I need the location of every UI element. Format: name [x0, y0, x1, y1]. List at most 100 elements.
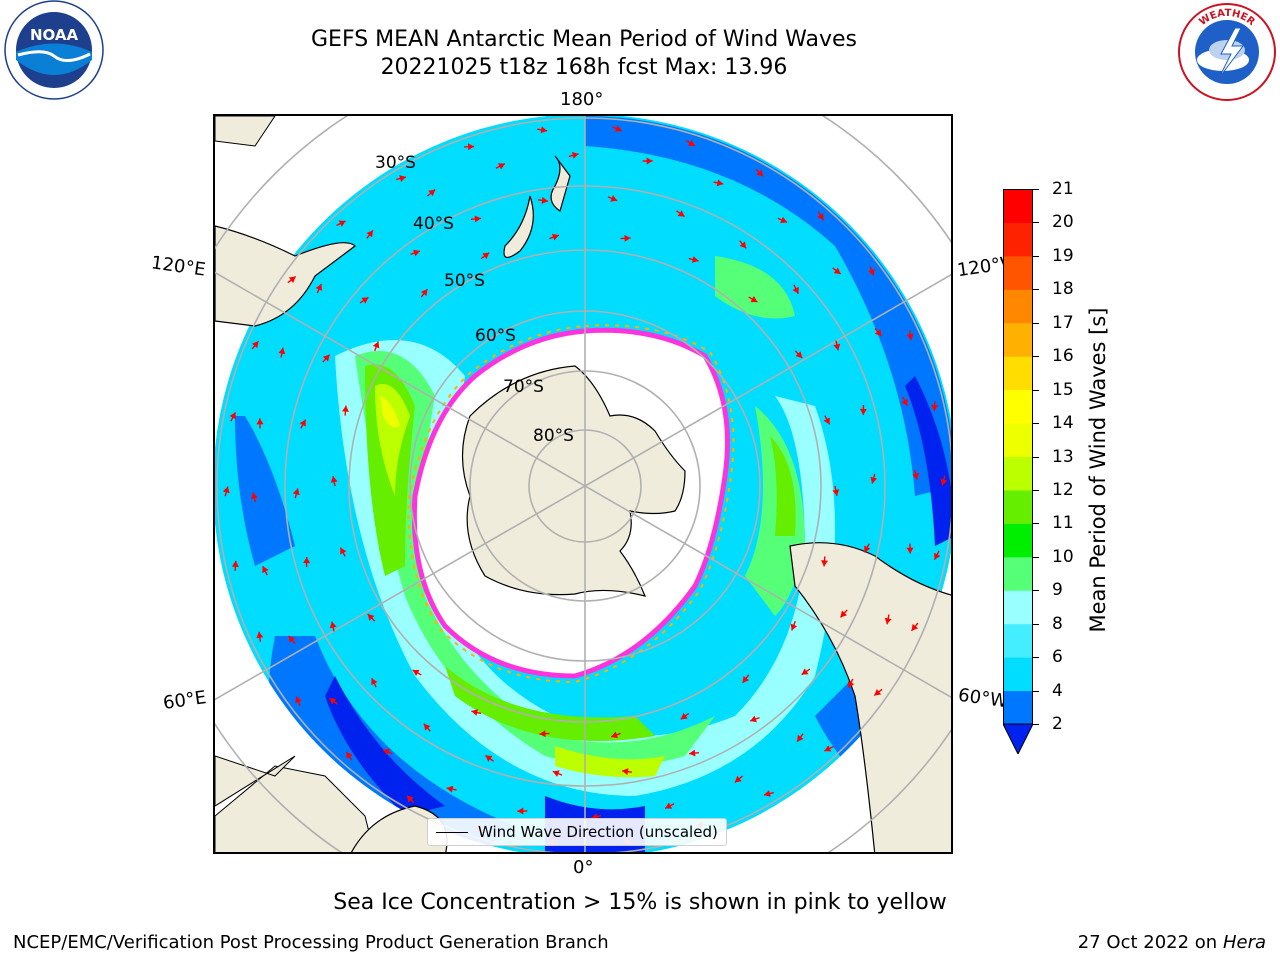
colorbar-tick — [1033, 222, 1039, 224]
wave-direction-arrowhead — [322, 354, 330, 362]
colorbar-tick-label: 16 — [1052, 346, 1074, 367]
sea-ice-edge — [411, 327, 730, 679]
wave-direction-arrowhead — [764, 790, 771, 797]
wave-direction-arrowhead — [677, 210, 685, 217]
wave-direction-arrowhead — [292, 488, 300, 496]
credit-text: NCEP/EMC/Verification Post Processing Pr… — [13, 932, 609, 953]
wave-direction-arrowhead — [817, 213, 824, 221]
colorbar-tick — [1033, 590, 1039, 592]
lat-label-40s: 40°S — [413, 214, 454, 234]
map-canvas — [215, 116, 951, 852]
colorbar-tick — [1033, 389, 1039, 391]
wave-direction-arrowhead — [859, 408, 867, 415]
colorbar-tick-label: 9 — [1052, 580, 1063, 601]
wave-direction-arrowhead — [680, 712, 688, 720]
wave-direction-arrowhead — [406, 795, 414, 803]
wave-direction-arrowhead — [330, 476, 338, 483]
lat-label-60s: 60°S — [475, 326, 516, 346]
colorbar-tick-label: 13 — [1052, 446, 1074, 467]
wave-direction-arrowhead — [795, 351, 803, 359]
wave-direction-arrowhead — [689, 749, 696, 757]
wave-direction-arrowhead — [801, 668, 809, 675]
wave-direction-arrowhead — [821, 560, 829, 567]
lat-label-70s: 70°S — [503, 377, 544, 397]
wave-direction-arrowhead — [833, 343, 841, 351]
lon-label-0: 0° — [573, 857, 594, 878]
wave-direction-arrowhead — [295, 696, 302, 704]
wave-direction-arrowhead — [367, 613, 375, 621]
colorbar-segment — [1003, 590, 1033, 625]
lon-label-120e: 120°E — [149, 252, 207, 281]
colorbar-tick-label: 19 — [1052, 245, 1074, 266]
colorbar-tick — [1033, 423, 1039, 425]
colorbar-tick-label: 6 — [1052, 647, 1063, 668]
wave-direction-arrowhead — [428, 189, 436, 197]
colorbar-segment — [1003, 189, 1033, 223]
chart-title: GEFS MEAN Antarctic Mean Period of Wind … — [311, 27, 857, 52]
wave-direction-arrowhead — [399, 175, 406, 182]
wave-direction-arrowhead — [338, 220, 346, 227]
wave-direction-arrowhead — [906, 547, 914, 554]
colorbar-tick-label: 21 — [1052, 179, 1074, 199]
wave-direction-arrowhead — [823, 417, 830, 425]
wave-direction-arrowhead — [756, 169, 764, 177]
wave-direction-arrowhead — [229, 412, 236, 420]
wave-direction-arrowhead — [256, 631, 264, 639]
lat-label-50s: 50°S — [444, 271, 485, 291]
wave-direction-arrowhead — [288, 276, 296, 283]
wave-direction-arrowhead — [750, 715, 757, 723]
wave-direction-arrowhead — [278, 347, 286, 355]
colorbar-tick — [1033, 657, 1039, 659]
wave-direction-arrowhead — [874, 689, 882, 696]
wave-direction-arrowhead — [467, 143, 475, 151]
colorbar-tick-label: 12 — [1052, 479, 1074, 500]
wave-direction-arrowhead — [906, 333, 914, 341]
colorbar-segment — [1003, 556, 1033, 591]
wave-direction-arrowhead — [742, 675, 750, 683]
wave-direction-arrowhead — [611, 731, 618, 739]
wave-direction-arrowhead — [874, 329, 882, 337]
colorbar-tick-label: 18 — [1052, 279, 1074, 300]
wave-direction-arrowhead — [610, 195, 618, 202]
wave-direction-arrowhead — [231, 560, 239, 568]
date-text: 27 Oct 2022 on Hera — [1078, 932, 1266, 953]
colorbar-tick-label: 14 — [1052, 413, 1074, 434]
continents — [215, 155, 951, 852]
wave-direction-arrowhead — [329, 621, 337, 629]
colorbar-segment — [1003, 489, 1033, 524]
sea-ice-fringe — [407, 324, 735, 684]
wave-direction-arrowhead — [222, 486, 230, 494]
colorbar-tick-label: 11 — [1052, 513, 1074, 534]
date-label: 27 Oct 2022 on — [1077, 932, 1218, 953]
colorbar-tick — [1033, 724, 1039, 725]
wave-direction-arrowhead — [485, 755, 493, 762]
wave-direction-arrowhead — [251, 492, 258, 500]
machine-name: Hera — [1222, 932, 1266, 953]
colorbar-segment — [1003, 322, 1033, 357]
colorbar-tick — [1033, 556, 1039, 558]
wave-direction-arrowhead — [901, 398, 908, 406]
wave-direction-arrowhead — [864, 545, 871, 553]
wave-direction-arrowhead — [474, 215, 481, 223]
wave-direction-arrowhead — [299, 419, 306, 427]
colorbar-tick — [1033, 690, 1039, 692]
colorbar-tick — [1033, 322, 1039, 324]
colorbar-segment — [1003, 255, 1033, 290]
map-panel: 30°S 40°S 50°S 60°S 70°S 80°S — [213, 114, 953, 854]
wave-direction-arrowhead — [734, 775, 742, 783]
colorbar-tick-label: 4 — [1052, 680, 1063, 701]
colorbar-segment — [1003, 657, 1033, 692]
wave-direction-arrowhead — [691, 256, 699, 263]
colorbar-tick — [1033, 523, 1039, 525]
wave-direction-arrowhead — [539, 730, 546, 738]
graticule — [215, 116, 951, 852]
wave-direction-arrowhead — [687, 139, 695, 147]
wave-direction-arrowhead — [262, 566, 269, 574]
colorbar-segment — [1003, 289, 1033, 324]
wave-direction-arrowhead — [315, 283, 323, 291]
colorbar-tick — [1033, 456, 1039, 458]
wave-direction-arrowhead — [251, 341, 259, 349]
wave-direction-arrowhead — [471, 709, 479, 716]
wave-direction-arrowhead — [446, 785, 454, 793]
colorbar-tick-label: 15 — [1052, 379, 1074, 400]
